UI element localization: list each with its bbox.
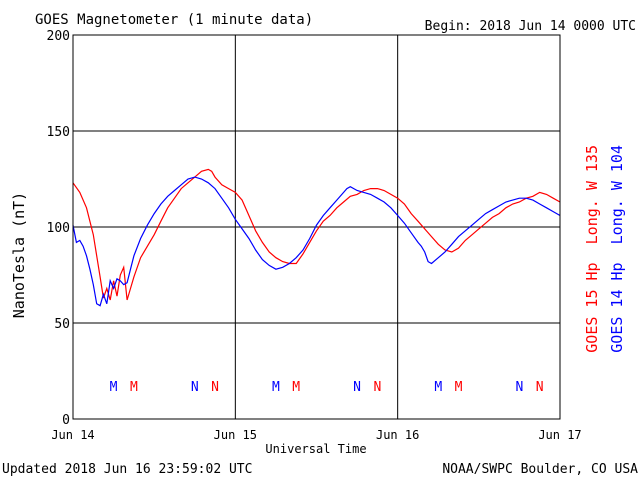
x-tick-label: Jun 15 <box>214 428 257 442</box>
y-tick-label: 200 <box>47 29 70 44</box>
x-tick-label: Jun 17 <box>538 428 581 442</box>
annotation-marker: N <box>373 380 381 395</box>
updated-timestamp: Updated 2018 Jun 16 23:59:02 UTC <box>2 462 252 477</box>
y-axis-label: NanoTesla (nT) <box>10 192 28 318</box>
annotation-marker: M <box>130 380 138 395</box>
y-tick-label: 100 <box>47 221 70 236</box>
annotation-marker: N <box>211 380 219 395</box>
series-line-goes14 <box>72 176 561 307</box>
legend-goes15: GOES 15 Hp Long. W 135 <box>583 145 601 353</box>
annotation-marker: M <box>110 380 118 395</box>
annotation-marker: M <box>292 380 300 395</box>
annotation-marker: N <box>353 380 361 395</box>
data-series <box>72 168 561 307</box>
annotation-marker: N <box>191 380 199 395</box>
annotation-marker: M <box>272 380 280 395</box>
y-tick-label: 150 <box>47 125 70 140</box>
annotation-marker: M <box>455 380 463 395</box>
y-tick-labels: 0 50 100 150 200 <box>47 29 70 428</box>
grid-lines <box>73 35 560 419</box>
y-tick-label: 0 <box>62 413 70 428</box>
annotation-marker: M <box>434 380 442 395</box>
x-tick-label: Jun 16 <box>376 428 419 442</box>
chart-title: GOES Magnetometer (1 minute data) <box>35 12 313 28</box>
series-line-goes15 <box>72 168 561 301</box>
x-axis-label: Universal Time <box>265 442 366 456</box>
annotation-marker: N <box>536 380 544 395</box>
begin-label: Begin: 2018 Jun 14 0000 UTC <box>425 19 636 34</box>
y-tick-label: 50 <box>54 317 70 332</box>
x-tick-label: Jun 14 <box>51 428 94 442</box>
plot-frame <box>72 34 561 420</box>
credit-label: NOAA/SWPC Boulder, CO USA <box>442 462 638 477</box>
annotation-marker: N <box>516 380 524 395</box>
legend-goes14: GOES 14 Hp Long. W 104 <box>608 145 626 353</box>
x-tick-labels: Jun 14 Jun 15 Jun 16 Jun 17 <box>51 428 581 442</box>
